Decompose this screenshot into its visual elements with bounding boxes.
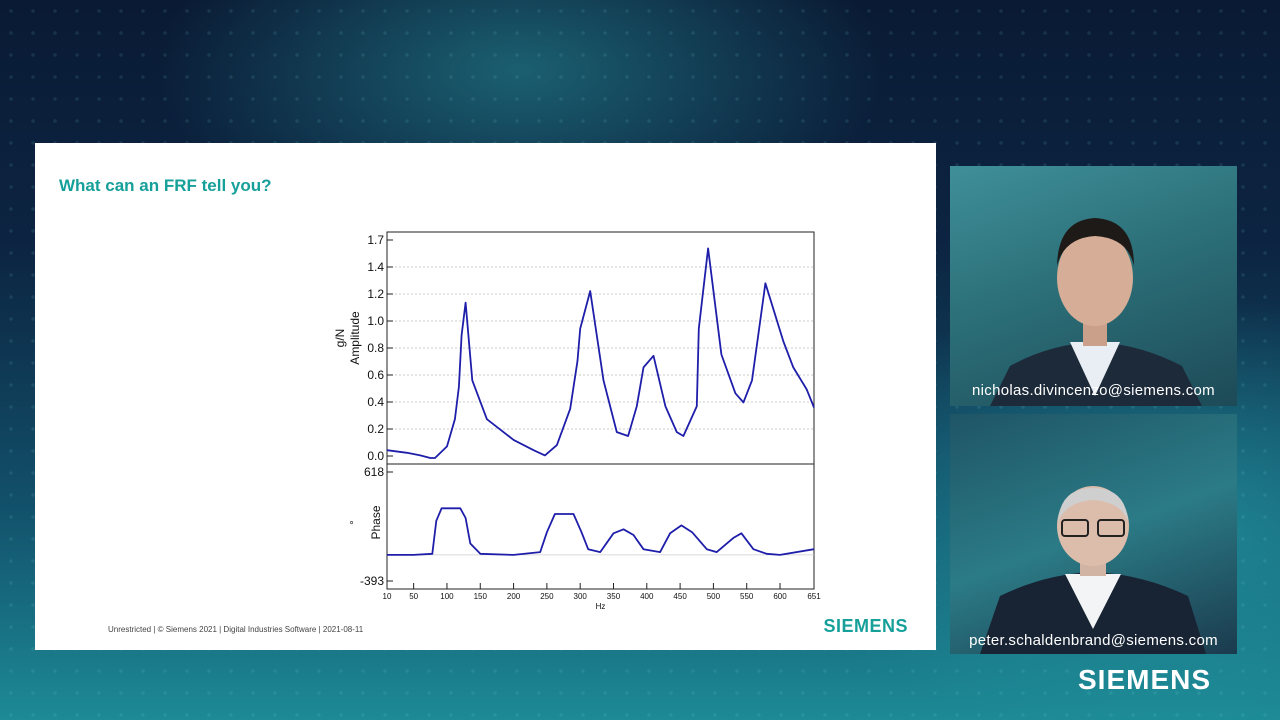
phase-series-line bbox=[387, 507, 815, 556]
phase-axis-label: Phase bbox=[369, 505, 383, 539]
siemens-logo: SIEMENS bbox=[1078, 664, 1212, 695]
y-tick-label: -393 bbox=[360, 574, 384, 588]
x-tick-label: 400 bbox=[640, 592, 654, 601]
x-tick-label: 100 bbox=[440, 592, 454, 601]
y-tick-label: 1.2 bbox=[367, 287, 384, 301]
presentation-slide: What can an FRF tell you? 1.7 1.4 1.2 1.0 0.… bbox=[35, 143, 936, 650]
amplitude-axis-label: Amplitude bbox=[348, 311, 362, 365]
phase-plot: 618 -393 ° Phase bbox=[349, 463, 815, 590]
amplitude-plot: 1.7 1.4 1.2 1.0 0.8 0.6 0.4 0.2 0.0 g/N Amplitude bbox=[333, 231, 815, 465]
participant-email: nicholas.divincenzo@siemens.com bbox=[972, 382, 1215, 399]
y-tick-label: 0.4 bbox=[367, 395, 384, 409]
phase-frame bbox=[386, 463, 815, 590]
participant-avatar bbox=[990, 218, 1202, 406]
participant-avatar bbox=[980, 486, 1206, 654]
x-axis-label: Hz bbox=[596, 602, 606, 611]
frequency-axis: 10 50 100 150 200 250 300 350 400 450 500 550 600 651… bbox=[383, 583, 821, 611]
slide-title: What can an FRF tell you? bbox=[59, 176, 272, 195]
frf-chart: 1.71.41.21.00.80.60.40.20.0g/N Amplitude … bbox=[333, 231, 821, 611]
x-tick-label: 250 bbox=[540, 592, 554, 601]
slide-footer: Unrestricted | © Siemens 2021 | Digital … bbox=[108, 625, 364, 634]
x-tick-label: 150 bbox=[474, 592, 488, 601]
y-tick-label: 0.0 bbox=[367, 449, 384, 463]
x-tick-label: 651 bbox=[807, 592, 821, 601]
x-tick-label: 450 bbox=[673, 592, 687, 601]
x-tick-label: 550 bbox=[740, 592, 754, 601]
participant-video-2: peter.schaldenbrand@siemens.com bbox=[950, 414, 1237, 654]
participant-video-1: nicholas.divincenzo@siemens.com bbox=[950, 166, 1237, 406]
amplitude-unit-label: g/N bbox=[333, 329, 347, 348]
x-tick-label: 500 bbox=[707, 592, 721, 601]
y-tick-label: 0.2 bbox=[367, 422, 384, 436]
y-tick-label: 618 bbox=[364, 465, 384, 479]
participant-email: peter.schaldenbrand@siemens.com bbox=[969, 632, 1218, 649]
y-tick-label: 0.6 bbox=[367, 368, 384, 382]
x-tick-label: 600 bbox=[773, 592, 787, 601]
slide-siemens-logo: SIEMENS bbox=[823, 616, 908, 636]
x-tick-label: 300 bbox=[574, 592, 588, 601]
x-tick-label: 50 bbox=[409, 592, 418, 601]
y-tick-label: 0.8 bbox=[367, 341, 384, 355]
y-tick-label: 1.7 bbox=[367, 233, 384, 247]
amplitude-series-line bbox=[386, 247, 815, 459]
y-tick-label: 1.4 bbox=[367, 260, 384, 274]
phase-unit-label: ° bbox=[349, 520, 361, 524]
x-tick-label: 200 bbox=[507, 592, 521, 601]
x-tick-label: 350 bbox=[607, 592, 621, 601]
x-tick-label: 10 bbox=[383, 592, 392, 601]
y-tick-label: 1.0 bbox=[367, 314, 384, 328]
